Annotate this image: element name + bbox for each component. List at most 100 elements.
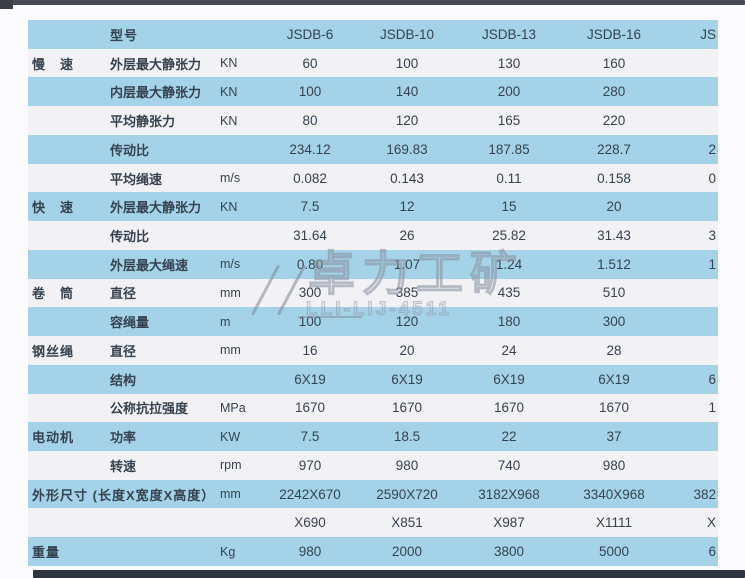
value-cell: 31.43 (597, 228, 631, 243)
value-cell: 6X19 (294, 371, 326, 387)
unit-cell: mm (220, 285, 241, 300)
value-cell: 180 (497, 314, 521, 330)
value-cell: 187.85 (488, 141, 530, 157)
value-cell: 0.082 (293, 170, 327, 186)
value-cell: 120 (395, 314, 419, 330)
value-cell: 1.512 (597, 256, 631, 272)
unit-cell: MPa (220, 400, 246, 415)
value-cell-cutoff: 6 (708, 371, 716, 387)
param-cell: 平均绳速 (110, 171, 163, 187)
param-cell: 平均静张力 (110, 114, 176, 130)
value-cell: 1670 (294, 400, 326, 416)
value-cell: 0.158 (597, 170, 631, 186)
value-cell: 18.5 (393, 429, 421, 445)
table-row: 外层最大绳速 m/s 0.80 1.07 1.24 1.512 1 (28, 249, 718, 279)
value-cell-cutoff: 0 (708, 170, 716, 186)
table-row: 钢丝绳 直径 mm 16 20 24 28 (28, 336, 718, 365)
value-cell-cutoff: 2 (708, 141, 716, 157)
table-row: 型号 JSDB-6 JSDB-10 JSDB-13 JSDB-16 JS (28, 20, 718, 49)
table-row: 卷 筒 直径 mm 300 385 435 510 (28, 278, 718, 308)
value-cell-cutoff: 1 (708, 256, 716, 272)
param-cell: 外层最大绳速 (110, 257, 189, 273)
value-cell: 2590X720 (376, 486, 438, 502)
table-row: 容绳量 m 100 120 180 300 (28, 307, 718, 337)
value-cell-cutoff: 3 (708, 228, 716, 243)
table-row: X690 X851 X987 X1111 X (28, 508, 718, 538)
unit-cell: rpm (220, 458, 242, 473)
value-cell: 200 (497, 84, 521, 100)
value-cell: X851 (391, 515, 423, 531)
value-cell: 16 (302, 342, 318, 358)
value-cell: 165 (497, 113, 521, 129)
top-scan-edge-bar (8, 0, 745, 5)
unit-cell: m/s (220, 257, 241, 272)
value-cell: 2242X670 (279, 486, 341, 502)
value-cell: 3340X968 (583, 486, 645, 502)
value-cell: 160 (602, 55, 626, 71)
table-row: 快 速 外层最大静张力 KN 7.5 12 15 20 (28, 192, 718, 222)
value-cell: 980 (298, 544, 322, 560)
param-cell: 直径 (110, 286, 137, 302)
value-cell: 3800 (493, 544, 525, 560)
value-cell: 300 (298, 285, 322, 301)
value-cell: 37 (606, 429, 622, 445)
value-cell: 7.5 (300, 199, 320, 215)
table-row: 公称抗拉强度 MPa 1670 1670 1670 1670 1 (28, 393, 718, 423)
value-cell: 220 (602, 113, 626, 129)
table-row: 传动比 31.64 26 25.82 31.43 3 (28, 221, 718, 250)
value-cell: X1111 (595, 515, 633, 531)
value-cell: 140 (395, 84, 419, 100)
value-cell: 12 (399, 199, 415, 215)
value-cell: JSDB-13 (481, 26, 537, 42)
unit-cell: mm (220, 487, 241, 502)
value-cell: 228.7 (597, 141, 631, 157)
param-cell: 结构 (110, 372, 137, 388)
bottom-scan-edge-bar (33, 570, 745, 578)
value-cell: 980 (602, 457, 626, 473)
value-cell: 100 (395, 55, 419, 71)
unit-cell: m (220, 314, 231, 329)
category-cell: 外形尺寸 (长度X宽度X高度） (32, 487, 216, 503)
value-cell: 15 (501, 199, 517, 215)
value-cell: 100 (298, 84, 322, 100)
param-cell: 型号 (110, 27, 139, 43)
param-cell: 容绳量 (110, 315, 150, 331)
param-cell: 传动比 (110, 142, 150, 158)
category-cell: 慢 速 (32, 56, 75, 72)
value-cell: 1670 (598, 400, 630, 416)
value-cell: 435 (497, 285, 521, 301)
table-row: 传动比 234.12 169.83 187.85 228.7 2 (28, 134, 718, 164)
param-cell: 内层最大静张力 (110, 85, 202, 101)
unit-cell: KW (220, 429, 241, 444)
table-row: 平均静张力 KN 80 120 165 220 (28, 106, 718, 135)
value-cell: JSDB-10 (379, 26, 435, 42)
value-cell: 1.24 (495, 256, 523, 272)
table-row: 重量 Kg 980 2000 3800 5000 6 (28, 537, 718, 566)
value-cell-cutoff: 1 (708, 400, 716, 416)
value-cell: X690 (294, 515, 326, 531)
value-cell: 1670 (493, 400, 525, 416)
value-cell: 24 (501, 342, 517, 358)
value-cell: JSDB-6 (286, 26, 334, 42)
value-cell: X987 (493, 515, 525, 531)
param-cell: 外层最大静张力 (110, 56, 202, 72)
value-cell: 0.80 (296, 256, 324, 272)
value-cell: 0.11 (496, 170, 522, 186)
value-cell: 3182X968 (478, 486, 540, 502)
value-cell: 31.64 (293, 228, 327, 243)
value-cell: 130 (497, 55, 521, 71)
value-cell: 234.12 (289, 141, 331, 157)
value-cell: 80 (302, 113, 318, 129)
value-cell: 280 (602, 84, 626, 100)
value-cell: 6X19 (493, 371, 525, 387)
value-cell: 28 (606, 342, 622, 358)
value-cell: 100 (298, 314, 322, 330)
unit-cell: KN (220, 199, 238, 214)
unit-cell: KN (220, 113, 238, 128)
spec-table: 型号 JSDB-6 JSDB-10 JSDB-13 JSDB-16 JS 慢 速… (28, 20, 718, 566)
param-cell: 外层最大静张力 (110, 200, 202, 216)
value-cell-cutoff: 6 (708, 544, 716, 560)
unit-cell: KN (220, 56, 238, 71)
unit-cell: mm (220, 343, 241, 358)
value-cell: 2000 (391, 544, 423, 560)
